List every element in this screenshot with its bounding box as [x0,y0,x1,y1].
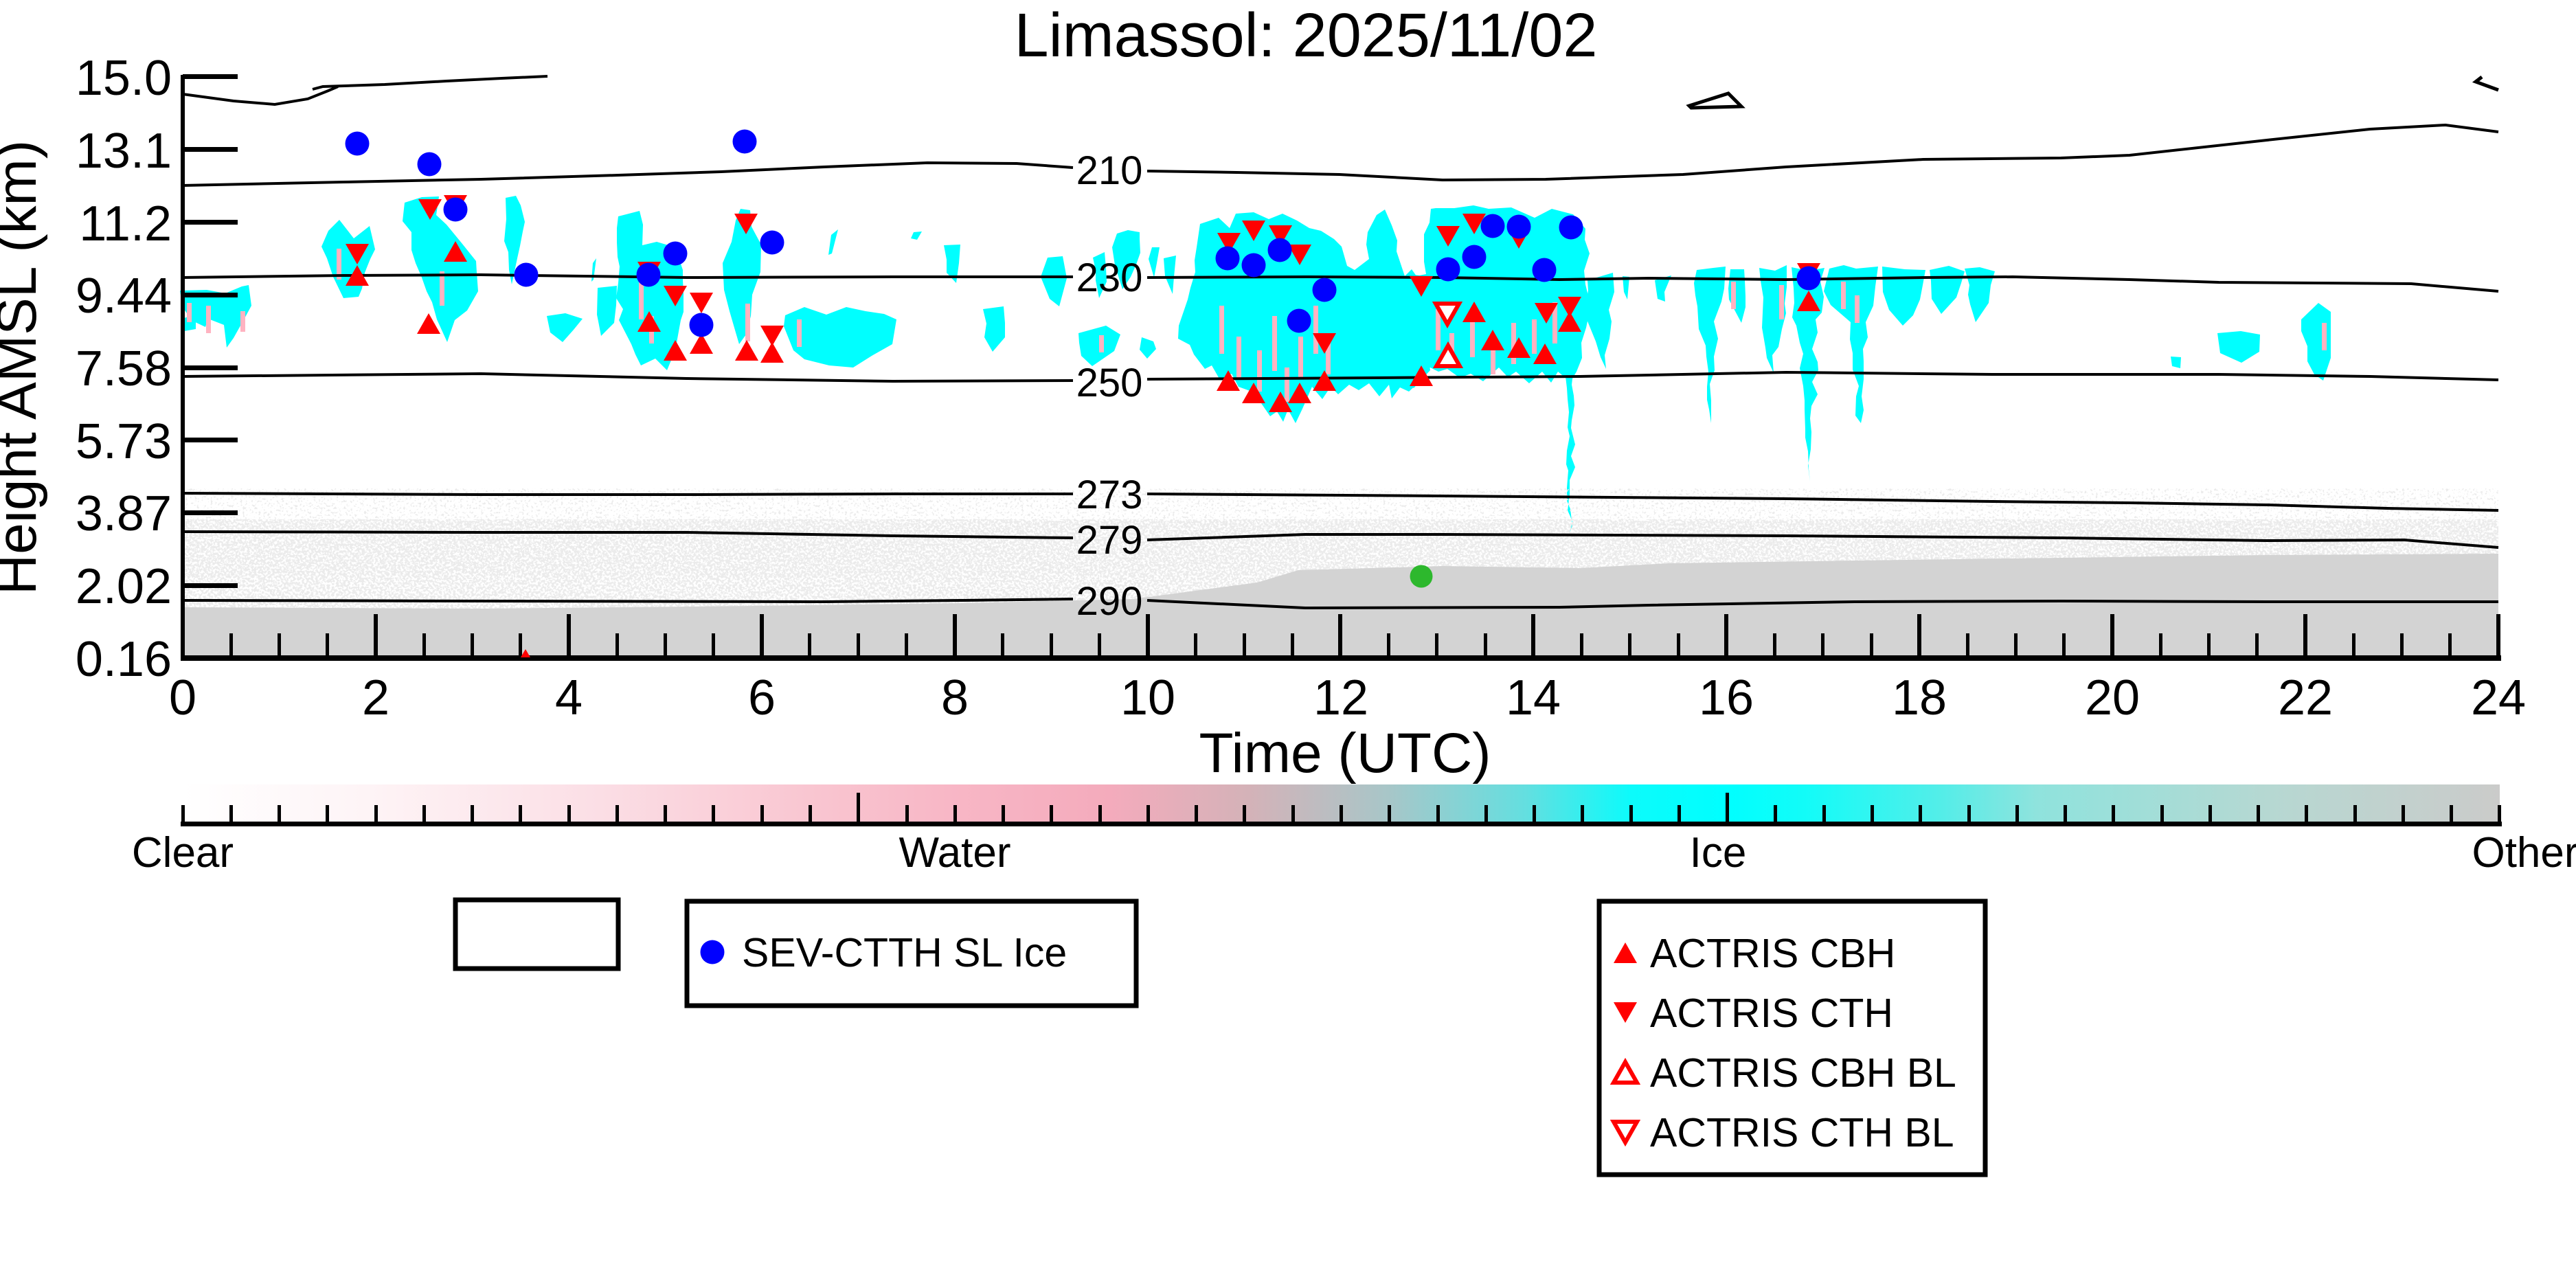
svg-text:8: 8 [941,670,969,725]
svg-text:230: 230 [1076,256,1143,300]
svg-text:20: 20 [2085,670,2140,725]
svg-text:Other: Other [2472,829,2576,877]
svg-text:10: 10 [1120,670,1175,725]
svg-text:11.2: 11.2 [79,196,172,251]
svg-text:2: 2 [362,670,389,725]
svg-text:ACTRIS CTH BL: ACTRIS CTH BL [1650,1110,1954,1155]
svg-text:Water: Water [899,829,1010,877]
svg-text:210: 210 [1076,148,1143,193]
svg-text:Clear: Clear [132,829,234,877]
svg-text:6: 6 [748,670,776,725]
svg-text:Limassol: 2025/11/02: Limassol: 2025/11/02 [1015,1,1598,70]
svg-text:7.58: 7.58 [76,341,172,396]
svg-text:18: 18 [1892,670,1947,725]
svg-text:Height AMSL (km): Height AMSL (km) [0,140,48,595]
svg-text:12: 12 [1313,670,1368,725]
svg-text:24: 24 [2471,670,2526,725]
svg-text:0.16: 0.16 [76,632,172,687]
svg-text:3.87: 3.87 [76,486,172,541]
svg-text:5.73: 5.73 [76,414,172,469]
svg-text:ACTRIS CTH: ACTRIS CTH [1650,991,1893,1036]
svg-text:13.1: 13.1 [76,124,172,179]
svg-text:273: 273 [1076,473,1143,517]
svg-text:279: 279 [1076,518,1143,563]
svg-text:15.0: 15.0 [76,51,172,106]
svg-text:290: 290 [1076,579,1143,624]
svg-text:2.02: 2.02 [76,559,172,614]
svg-text:4: 4 [555,670,583,725]
svg-text:16: 16 [1699,670,1754,725]
svg-text:Ice: Ice [1690,829,1747,877]
svg-text:14: 14 [1506,670,1561,725]
svg-text:22: 22 [2278,670,2333,725]
svg-text:ACTRIS CBH BL: ACTRIS CBH BL [1650,1050,1956,1096]
svg-text:9.44: 9.44 [76,269,172,324]
svg-text:250: 250 [1076,361,1143,405]
svg-text:ACTRIS CBH: ACTRIS CBH [1650,931,1895,976]
svg-text:SEV-CTTH SL Ice: SEV-CTTH SL Ice [742,930,1067,975]
svg-text:0: 0 [169,670,196,725]
svg-text:Time (UTC): Time (UTC) [1199,722,1491,784]
